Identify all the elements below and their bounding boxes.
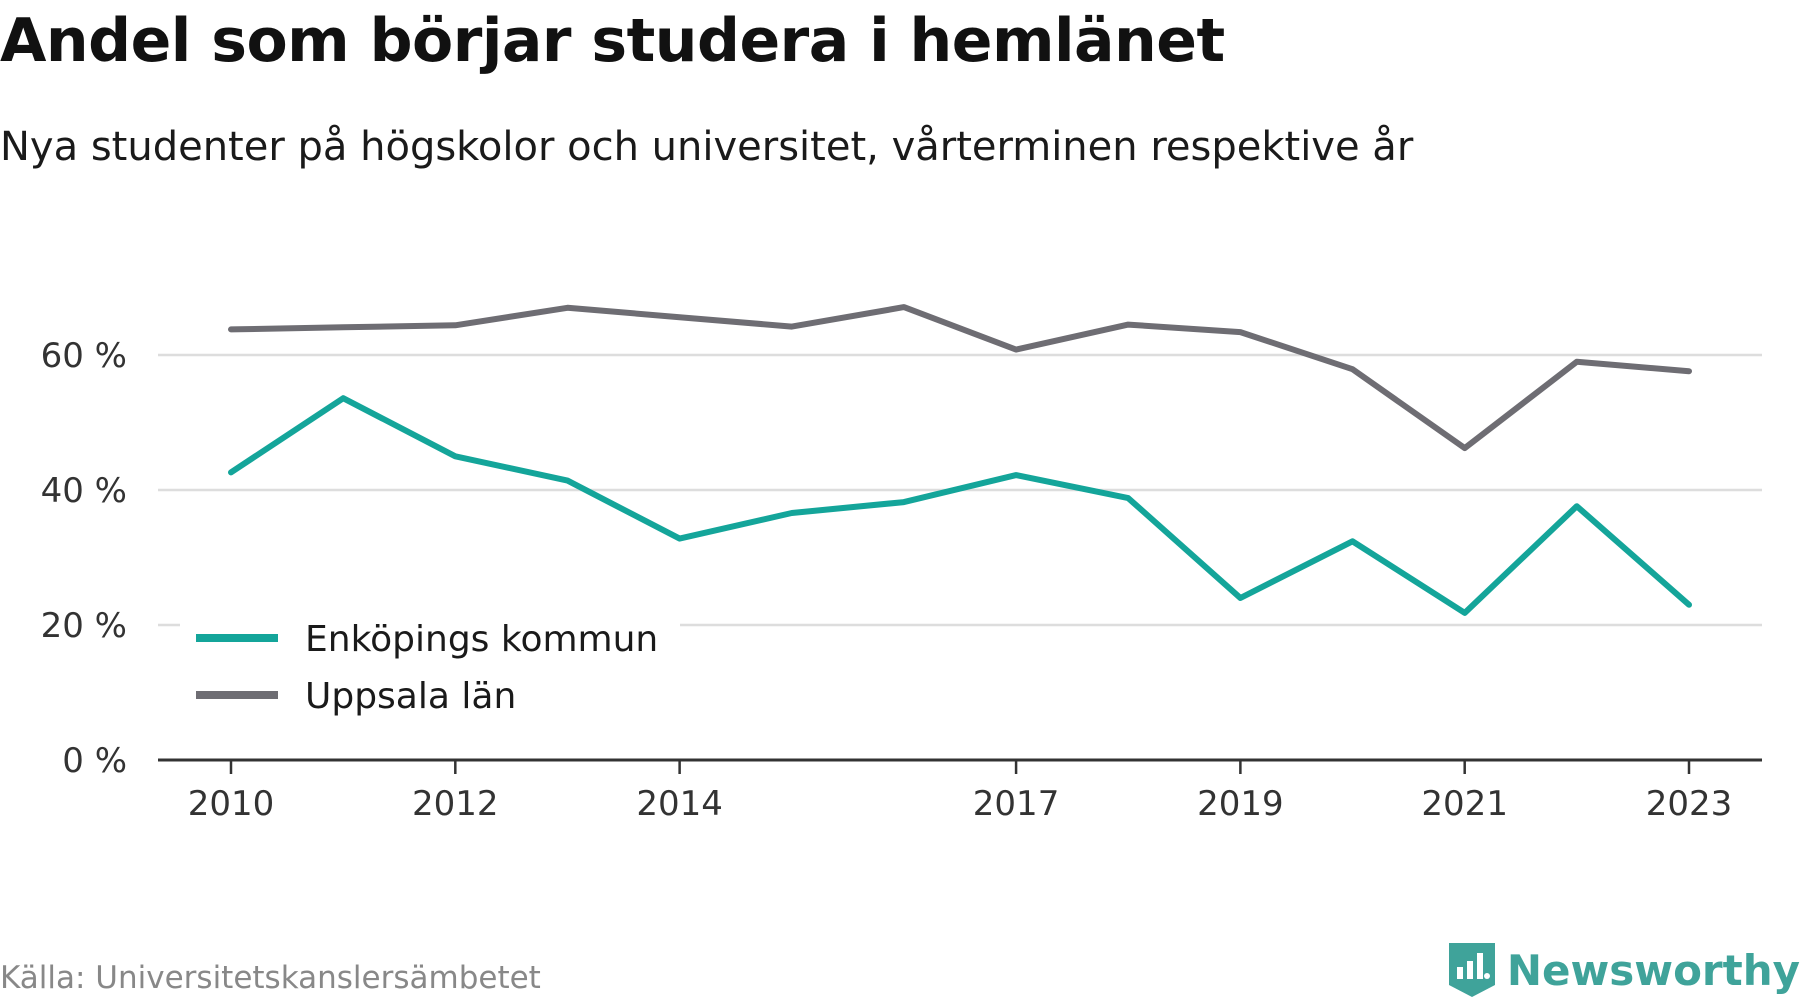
x-axis: 2010 2012 2014 2017 2019 2021 2023 — [158, 758, 1762, 824]
data-point — [229, 327, 233, 332]
series-0 — [228, 395, 1692, 616]
x-tick-label: 2021 — [1421, 784, 1508, 824]
data-point — [1687, 369, 1691, 374]
x-tick-label: 2023 — [1646, 784, 1733, 824]
data-point — [1462, 446, 1467, 451]
legend-background — [180, 600, 680, 730]
y-tick-label: 20 % — [41, 606, 127, 646]
x-tick-label: 2014 — [636, 784, 723, 824]
y-tick-label: 40 % — [41, 471, 127, 511]
source-note: Källa: Universitetskanslersämbetet — [0, 960, 541, 996]
x-tick-label: 2017 — [973, 784, 1060, 824]
series-line — [228, 395, 1692, 616]
data-point — [789, 324, 794, 329]
data-point — [1238, 330, 1243, 335]
data-point — [677, 536, 682, 541]
data-point — [1126, 496, 1131, 501]
brand-logo: Newsworthy — [1447, 940, 1800, 1000]
data-point — [565, 305, 570, 310]
data-point — [789, 510, 794, 515]
data-point — [1574, 359, 1579, 364]
x-tick-label: 2012 — [412, 784, 499, 824]
data-point — [453, 323, 458, 328]
x-tick-label: 2019 — [1197, 784, 1284, 824]
data-point — [1014, 347, 1019, 352]
data-point — [1687, 602, 1691, 607]
data-point — [565, 478, 570, 483]
legend-label: Enköpings kommun — [305, 619, 658, 660]
brand-name: Newsworthy — [1506, 945, 1800, 995]
data-point — [1238, 596, 1243, 600]
series-1 — [228, 304, 1692, 452]
data-point — [901, 500, 906, 505]
data-point — [1350, 539, 1355, 544]
data-point — [1350, 367, 1355, 372]
newsworthy-logo-icon — [1448, 943, 1495, 997]
data-point — [453, 454, 458, 459]
series-line — [228, 304, 1692, 452]
data-point — [1462, 610, 1467, 615]
data-point — [341, 325, 346, 330]
data-point — [1014, 473, 1019, 478]
data-point — [1574, 504, 1579, 509]
series-layer — [228, 304, 1692, 616]
data-point — [1126, 322, 1131, 327]
data-point — [229, 470, 233, 475]
y-tick-label: 60 % — [41, 336, 127, 376]
data-point — [677, 315, 682, 320]
y-tick-label: 0 % — [62, 741, 127, 781]
legend-label: Uppsala län — [305, 676, 516, 717]
data-point — [341, 396, 346, 401]
y-axis-ticks: 0 % 20 % 40 % 60 % — [41, 336, 127, 781]
legend: Enköpings kommun Uppsala län — [180, 600, 680, 730]
data-point — [901, 305, 906, 310]
chart-title: Andel som börjar studera i hemlänet — [0, 6, 1225, 76]
x-tick-label: 2010 — [188, 784, 275, 824]
chart-subtitle: Nya studenter på högskolor och universit… — [0, 124, 1414, 170]
